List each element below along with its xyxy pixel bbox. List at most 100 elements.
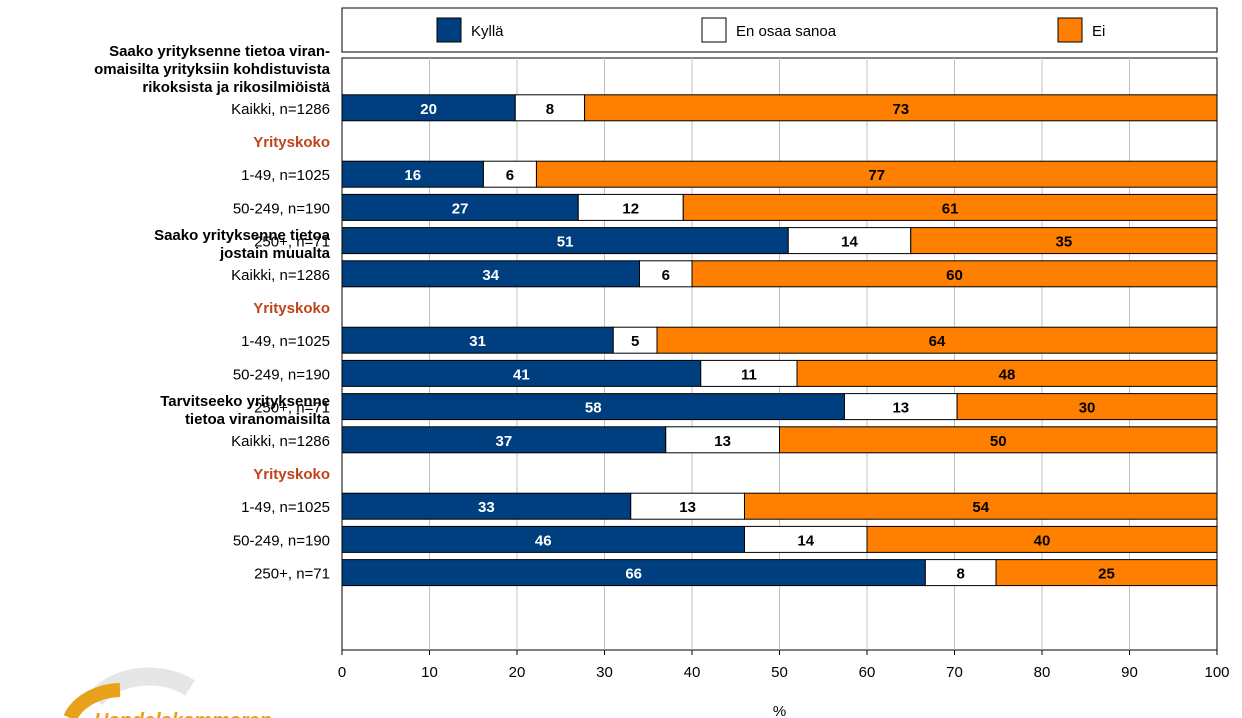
bar-segment xyxy=(341,426,667,454)
group-title: tietoa viranomaisilta xyxy=(185,411,331,428)
bar-segment xyxy=(341,525,745,553)
bar-segment xyxy=(656,326,1218,354)
legend-label: Kyllä xyxy=(471,23,504,40)
data-label: 16 xyxy=(404,167,421,184)
bar-segment xyxy=(584,94,1218,122)
data-label: 41 xyxy=(513,366,530,383)
x-tick-label: 90 xyxy=(1121,664,1138,681)
bar-segment xyxy=(482,160,537,188)
data-label: 33 xyxy=(478,499,495,516)
data-label: 8 xyxy=(546,101,554,118)
group-title: jostain muualta xyxy=(219,245,331,262)
legend-swatch xyxy=(436,17,462,43)
data-label: 13 xyxy=(714,433,731,450)
bar-segment xyxy=(843,393,958,421)
bar-segment xyxy=(924,559,997,587)
x-tick-label: 10 xyxy=(421,664,438,681)
bar-segment xyxy=(866,525,1218,553)
legend-swatch xyxy=(701,17,727,43)
data-label: 48 xyxy=(999,366,1016,383)
data-label: 13 xyxy=(679,499,696,516)
bar-segment xyxy=(341,94,516,122)
data-label: 14 xyxy=(841,234,858,251)
data-label: 8 xyxy=(957,566,965,583)
row-label: 50-249, n=190 xyxy=(233,532,330,549)
x-tick-label: 80 xyxy=(1034,664,1051,681)
legend-swatch xyxy=(1057,17,1083,43)
bar-segment xyxy=(796,359,1218,387)
group-title: Saako yrityksenne tietoa xyxy=(154,227,331,244)
group-title: omaisilta yrityksiin kohdistuvista xyxy=(94,61,331,78)
row-label: Kaikki, n=1286 xyxy=(231,433,330,450)
x-tick-label: 30 xyxy=(596,664,613,681)
data-label: 5 xyxy=(631,333,639,350)
x-tick-label: 20 xyxy=(509,664,526,681)
row-label: 1-49, n=1025 xyxy=(241,499,330,516)
bar-segment xyxy=(956,393,1218,421)
data-label: 64 xyxy=(929,333,946,350)
data-label: 6 xyxy=(506,167,514,184)
data-label: 54 xyxy=(972,499,989,516)
section-label: Yrityskoko xyxy=(253,300,330,317)
data-label: 66 xyxy=(625,566,642,583)
chamber-logo: Handelskammaren xyxy=(63,667,272,718)
x-tick-label: 50 xyxy=(771,664,788,681)
bar-segment xyxy=(535,160,1218,188)
bar-segment xyxy=(910,227,1218,255)
bar-segment xyxy=(639,260,693,288)
section-label: Yrityskoko xyxy=(253,466,330,483)
bar-segment xyxy=(744,492,1218,520)
bar-segment xyxy=(779,426,1218,454)
bar-segment xyxy=(744,525,868,553)
data-label: 73 xyxy=(892,101,909,118)
data-label: 20 xyxy=(420,101,437,118)
data-label: 61 xyxy=(942,200,959,217)
section-label: Yrityskoko xyxy=(253,134,330,151)
bar-segment xyxy=(691,260,1218,288)
x-tick-label: 100 xyxy=(1204,664,1229,681)
bar-segment xyxy=(341,260,640,288)
group-title: rikoksista ja rikosilmiöistä xyxy=(142,79,330,96)
data-label: 31 xyxy=(469,333,486,350)
legend-label: En osaa sanoa xyxy=(736,23,837,40)
row-label: 1-49, n=1025 xyxy=(241,167,330,184)
row-label: Kaikki, n=1286 xyxy=(231,267,330,284)
row-label: 1-49, n=1025 xyxy=(241,333,330,350)
group-title: Saako yrityksenne tietoa viran- xyxy=(109,43,330,60)
row-label: Kaikki, n=1286 xyxy=(231,101,330,118)
data-label: 27 xyxy=(452,200,469,217)
row-label: 50-249, n=190 xyxy=(233,200,330,217)
x-axis-label: % xyxy=(773,703,786,718)
data-label: 6 xyxy=(662,267,670,284)
data-label: 50 xyxy=(990,433,1007,450)
bar-segment xyxy=(514,94,586,122)
data-label: 12 xyxy=(622,200,639,217)
data-label: 58 xyxy=(585,400,602,417)
bar-segment xyxy=(995,559,1218,587)
data-label: 37 xyxy=(496,433,513,450)
x-tick-label: 60 xyxy=(859,664,876,681)
data-label: 34 xyxy=(482,267,499,284)
data-label: 51 xyxy=(557,234,574,251)
row-label: 250+, n=71 xyxy=(254,234,330,251)
bar-segment xyxy=(787,227,912,255)
row-label: 250+, n=71 xyxy=(254,400,330,417)
data-label: 25 xyxy=(1098,566,1115,583)
bar-segment xyxy=(612,326,658,354)
bar-segment xyxy=(341,359,702,387)
data-label: 14 xyxy=(797,532,814,549)
data-label: 60 xyxy=(946,267,963,284)
data-label: 11 xyxy=(741,366,757,383)
data-label: 40 xyxy=(1034,532,1051,549)
bar-segment xyxy=(341,326,614,354)
plot-area: 0 10 20 30 40 50 60 70 80 90 100% Saako yrityksenne… xyxy=(94,43,1229,718)
bar-segment xyxy=(341,492,632,520)
x-tick-label: 40 xyxy=(684,664,701,681)
bar-segment xyxy=(682,193,1218,221)
bar-segment xyxy=(341,227,789,255)
bar-segment xyxy=(665,426,780,454)
data-label: 46 xyxy=(535,532,552,549)
data-label: 35 xyxy=(1056,234,1073,251)
row-label: 250+, n=71 xyxy=(254,566,330,583)
